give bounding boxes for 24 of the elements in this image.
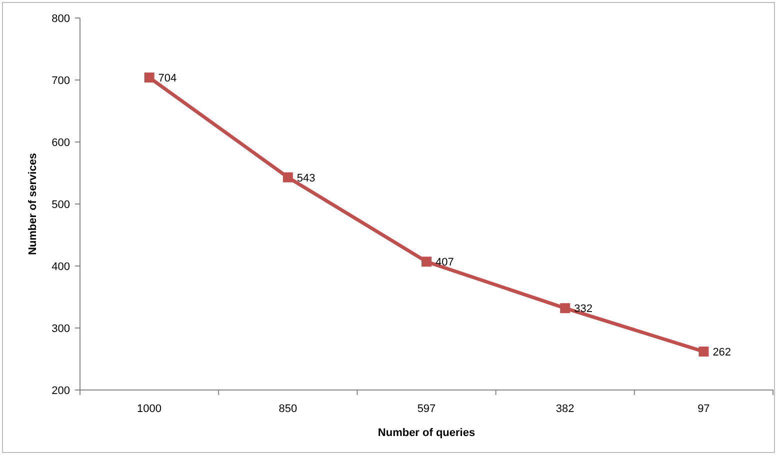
x-tick-label: 382 [556, 403, 574, 415]
point [282, 172, 293, 182]
y-tick-label: 700 [52, 75, 70, 87]
data-label: 704 [158, 72, 177, 85]
y-tick-label: 200 [52, 385, 70, 397]
data-label: 407 [436, 256, 454, 269]
x-tick-label: 97 [698, 403, 710, 415]
x-tick-label: 1000 [137, 403, 162, 415]
data-label: 332 [574, 303, 592, 316]
y-tick-label: 300 [52, 323, 70, 335]
y-tick-label: 800 [52, 13, 70, 25]
point [560, 303, 570, 314]
point [422, 256, 432, 267]
x-tick-label: 850 [278, 403, 298, 415]
x-tick-label: 597 [417, 403, 436, 415]
point [144, 72, 154, 83]
data-label: 543 [296, 172, 316, 184]
x-axis-title: Number of queries [378, 427, 476, 439]
y-tick-label: 600 [52, 137, 70, 149]
point [698, 346, 709, 357]
y-tick-label: 500 [52, 199, 70, 211]
y-tick-label: 400 [52, 261, 70, 273]
y-axis-title: Number of services [27, 152, 39, 256]
data-label: 262 [712, 346, 732, 359]
